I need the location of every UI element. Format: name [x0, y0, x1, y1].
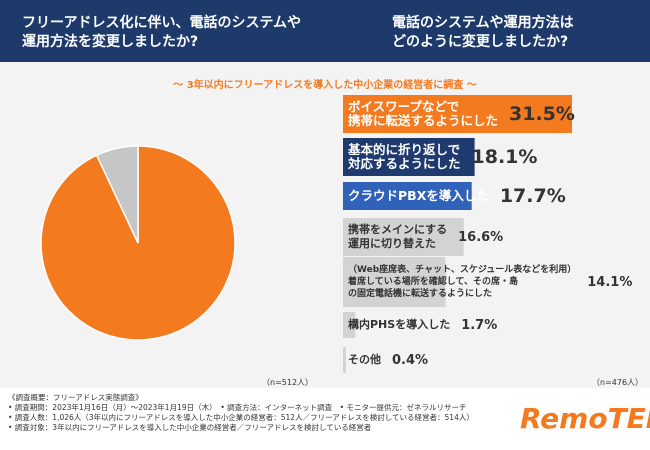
bar-value-label: 18.1%: [471, 146, 538, 168]
pie-note: （n=512人）: [262, 378, 314, 387]
bar-value-label: 17.7%: [499, 185, 566, 207]
left-title: フリーアドレス化に伴い、電話のシステムや 運用方法を変更しましたか?: [22, 15, 302, 50]
bar-row: 携帯をメインにする 運用に切り替えた 16.6%: [343, 218, 503, 256]
header-band: [0, 0, 650, 62]
pie-slice: [95, 145, 139, 244]
right-title: 電話のシステムや運用方法は どのように変更しましたか?: [392, 15, 574, 50]
bar-row: その他 0.4%: [343, 347, 428, 373]
bar: [343, 218, 464, 256]
bar-category-label: ボイスワープなどで 携帯に転送するようにした: [348, 99, 499, 128]
bar-category-label: 携帯をメインにする 運用に切り替えた: [348, 223, 448, 250]
bar-category-label: （Web座席表、チャット、スケジュール表などを利用） 着席している場所を確認して…: [348, 265, 577, 299]
bar-category-label: 構内PHSを導入した: [348, 318, 451, 331]
bar-category-label: 基本的に折り返しで 対応するようにした: [348, 142, 461, 171]
bar-value-label: 1.7%: [461, 317, 498, 333]
bar-category-label: クラウドPBXを導入した: [348, 188, 489, 203]
bar-row: （Web座席表、チャット、スケジュール表などを利用） 着席している場所を確認して…: [343, 257, 632, 307]
bar-row: 基本的に折り返しで 対応するようにした 18.1%: [343, 138, 537, 176]
footer-line: 《調査概要：フリーアドレス実態調査》: [8, 393, 143, 402]
subtitle: ～ 3年以内にフリーアドレスを導入した中小企業の経営者に調査 ～: [173, 80, 477, 91]
bar-note: （n=476人）: [592, 378, 644, 387]
bar: [343, 312, 356, 338]
bar-row: 構内PHSを導入した 1.7%: [343, 312, 497, 338]
bar-value-label: 16.6%: [458, 229, 504, 245]
bar: [343, 138, 475, 176]
footer: 《調査概要：フリーアドレス実態調査》 • 調査期間：2023年1月16日（月）〜2…: [8, 393, 474, 433]
bar-value-label: 14.1%: [587, 274, 633, 290]
bar-value-label: 31.5%: [509, 103, 575, 125]
footer-line: • 調査人数：1,026人（3年以内にフリーアドレスを導入した中小企業の経営者：…: [8, 413, 474, 422]
bar-value-label: 0.4%: [392, 352, 429, 368]
logo: RemoTEL: [520, 402, 650, 435]
bar: [343, 257, 446, 307]
bar-row: ボイスワープなどで 携帯に転送するようにした 31.5%: [343, 95, 575, 133]
footer-line: • 調査対象：3年以内にフリーアドレスを導入した中小企業の経営者／フリーアドレス…: [8, 423, 372, 432]
bar: [343, 347, 346, 373]
footer-line: • 調査期間：2023年1月16日（月）〜2023年1月19日（木） • 調査方…: [8, 403, 467, 412]
bar: [343, 182, 472, 210]
bar-row: クラウドPBXを導入した 17.7%: [343, 182, 566, 210]
bar-category-label: その他: [348, 353, 381, 366]
bar: [343, 95, 573, 133]
